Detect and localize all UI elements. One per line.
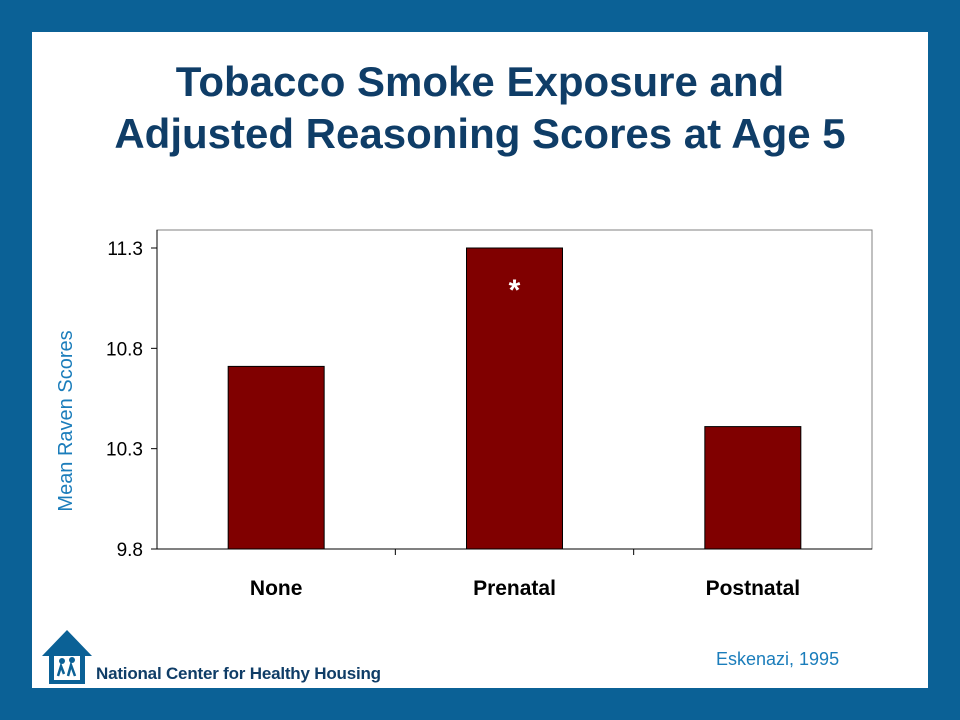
bar-chart: Mean Raven Scores 9.8 10.3 10.8 11.3 None Pre… <box>55 229 873 600</box>
x-tick-label: None <box>250 577 303 600</box>
logo-text: National Center for Healthy Housing <box>96 664 381 683</box>
bar-postnatal <box>704 426 802 550</box>
title-line-1: Tobacco Smoke Exposure and <box>175 58 785 105</box>
house-with-family-icon <box>42 630 92 684</box>
y-tick-label: 11.3 <box>107 239 143 260</box>
title-line-2: Adjusted Reasoning Scores at Age 5 <box>114 110 846 157</box>
slide-title: Tobacco Smoke Exposure and Adjusted Reas… <box>32 56 928 160</box>
y-tick-label: 9.8 <box>117 540 143 561</box>
x-tick-label: Prenatal <box>473 577 556 600</box>
bar-none <box>227 365 325 550</box>
significance-annotation: * <box>509 274 521 307</box>
citation: Eskenazi, 1995 <box>716 649 840 669</box>
slide-canvas: Tobacco Smoke Exposure and Adjusted Reas… <box>32 32 928 688</box>
y-tick-label: 10.3 <box>106 440 143 461</box>
y-axis-title: Mean Raven Scores <box>55 330 77 511</box>
y-tick-label: 10.8 <box>106 339 143 360</box>
logo: National Center for Healthy Housing <box>36 626 396 688</box>
x-tick-label: Postnatal <box>706 577 801 600</box>
bar-prenatal <box>466 247 563 550</box>
plot-area: 9.8 10.3 10.8 11.3 None Prenatal * Postnatal <box>106 229 873 600</box>
